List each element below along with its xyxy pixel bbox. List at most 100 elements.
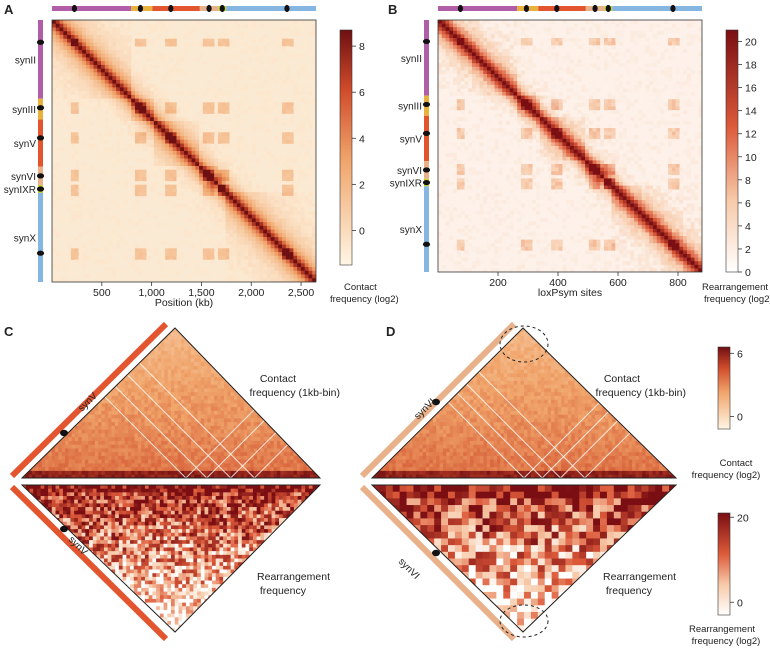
- heatmap-cell: [464, 92, 469, 96]
- heatmap-cell: [116, 169, 121, 174]
- heatmap-cell: [225, 255, 230, 260]
- heatmap-cell: [165, 121, 170, 126]
- heatmap-cell: [172, 147, 177, 152]
- heatmap-cell: [233, 20, 238, 25]
- heatmap-cell: [138, 72, 143, 77]
- heatmap-cell: [585, 124, 590, 129]
- heatmap-cell: [460, 30, 465, 35]
- heatmap-cell: [562, 113, 567, 118]
- heatmap-cell: [581, 124, 586, 129]
- heatmap-cell: [157, 94, 162, 99]
- heatmap-cell: [517, 146, 522, 150]
- heatmap-cell: [116, 143, 121, 148]
- heatmap-cell: [101, 83, 106, 88]
- heatmap-cell: [592, 164, 597, 168]
- heatmap-cell: [577, 131, 582, 136]
- heatmap-cell: [513, 110, 518, 114]
- heatmap-cell: [668, 106, 673, 111]
- heatmap-cell: [289, 158, 294, 163]
- heatmap-cell: [184, 147, 189, 152]
- heatmap-cell: [93, 49, 98, 54]
- heatmap-cell: [85, 61, 91, 66]
- heatmap-cell: [558, 149, 563, 154]
- heatmap-cell: [270, 274, 275, 279]
- heatmap-cell: [172, 162, 177, 167]
- heatmap-cell: [634, 38, 639, 42]
- heatmap-cell: [528, 149, 533, 154]
- heatmap-cell: [123, 53, 128, 58]
- heatmap-cell: [210, 210, 215, 215]
- heatmap-cell: [686, 149, 691, 154]
- heatmap-cell: [649, 200, 654, 204]
- heatmap-cell: [600, 45, 605, 50]
- heatmap-cell: [603, 38, 609, 42]
- heatmap-cell: [278, 139, 283, 144]
- heatmap-cell: [127, 27, 132, 32]
- heatmap-cell: [221, 255, 226, 260]
- heatmap-cell: [202, 180, 207, 185]
- heatmap-cell: [660, 142, 665, 147]
- heatmap-cell: [505, 59, 510, 64]
- heatmap-cell: [157, 91, 162, 96]
- heatmap-cell: [112, 42, 117, 47]
- heatmap-cell: [630, 156, 635, 161]
- heatmap-cell: [460, 63, 465, 68]
- heatmap-cell: [449, 20, 454, 24]
- heatmap-cell: [615, 99, 620, 104]
- heatmap-cell: [259, 244, 264, 249]
- heatmap-cell: [214, 218, 219, 223]
- heatmap-cell: [289, 195, 294, 200]
- heatmap-cell: [671, 120, 676, 125]
- heatmap-cell: [622, 178, 627, 183]
- heatmap-cell: [191, 214, 196, 219]
- heatmap-cell: [581, 38, 586, 42]
- heatmap-cell: [146, 98, 151, 103]
- heatmap-cell: [671, 117, 676, 122]
- heatmap-cell: [52, 180, 57, 185]
- heatmap-cell: [116, 240, 121, 245]
- heatmap-cell: [82, 79, 87, 84]
- heatmap-cell: [52, 248, 57, 253]
- heatmap-cell: [698, 92, 702, 96]
- heatmap-cell: [142, 124, 147, 129]
- heatmap-cell: [191, 42, 196, 47]
- heatmap-cell: [562, 120, 567, 125]
- heatmap-cell: [236, 214, 241, 219]
- heatmap-cell: [142, 20, 147, 25]
- heatmap-cell: [543, 106, 548, 111]
- heatmap-cell: [456, 185, 461, 190]
- heatmap-cell: [490, 66, 495, 71]
- heatmap-cell: [312, 252, 316, 257]
- heatmap-cell: [153, 139, 158, 144]
- heatmap-cell: [683, 81, 688, 86]
- heatmap-cell: [592, 178, 597, 183]
- heatmap-cell: [536, 92, 541, 96]
- heatmap-cell: [240, 252, 245, 257]
- heatmap-cell: [558, 178, 563, 183]
- heatmap-cell: [297, 252, 302, 257]
- heatmap-cell: [244, 199, 249, 204]
- heatmap-cell: [520, 70, 526, 75]
- heatmap-cell: [509, 66, 514, 71]
- heatmap-cell: [236, 267, 241, 272]
- heatmap-cell: [255, 255, 260, 260]
- heatmap-cell: [524, 110, 529, 114]
- heatmap-cell: [468, 167, 473, 172]
- heatmap-cell: [236, 76, 241, 81]
- heatmap-cell: [551, 117, 556, 122]
- heatmap-cell: [596, 149, 601, 154]
- heatmap-cell: [285, 53, 290, 58]
- heatmap-cell: [165, 188, 170, 193]
- centromere-marker: [168, 4, 174, 13]
- heatmap-cell: [134, 38, 140, 43]
- heatmap-cell: [300, 68, 305, 73]
- heatmap-cell: [297, 214, 302, 219]
- heatmap-cell: [255, 270, 260, 275]
- heatmap-cell: [668, 66, 673, 71]
- heatmap-cell: [131, 49, 136, 54]
- heatmap-cell: [596, 178, 601, 183]
- heatmap-cell: [438, 23, 443, 28]
- heatmap-cell: [293, 154, 298, 159]
- heatmap-cell: [251, 109, 256, 114]
- heatmap-cell: [217, 42, 223, 47]
